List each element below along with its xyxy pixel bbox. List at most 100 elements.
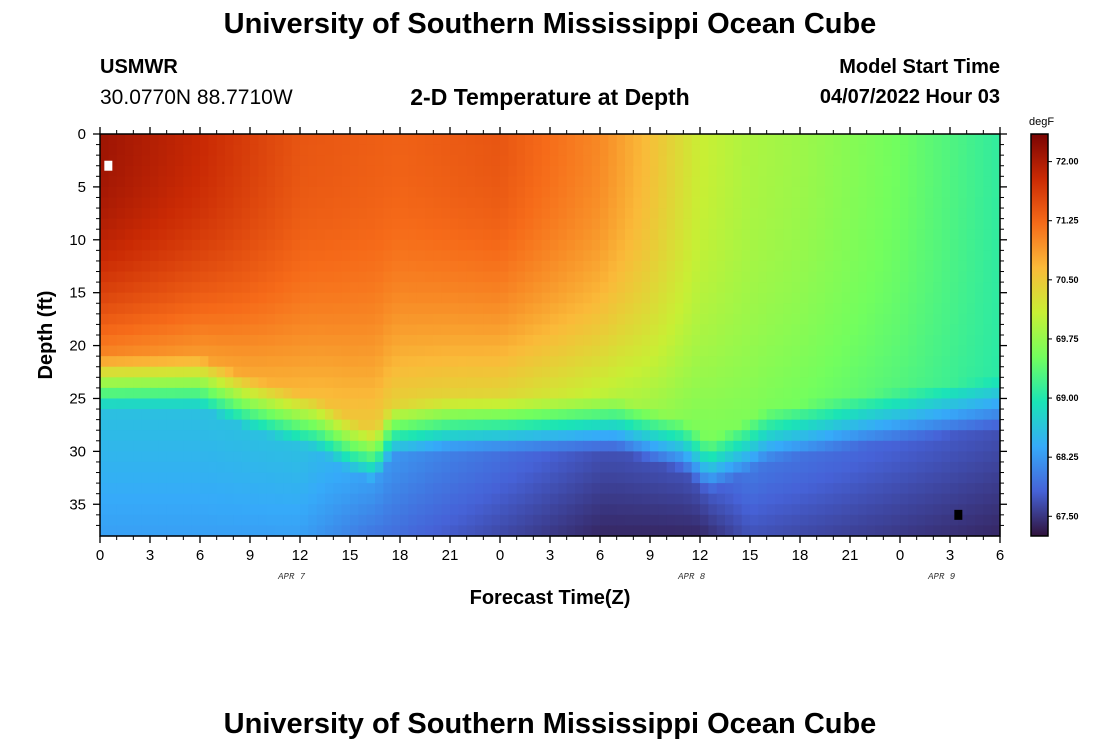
heatmap-cell	[250, 366, 259, 378]
heatmap-cell	[525, 387, 534, 400]
heatmap-cell	[325, 165, 334, 177]
heatmap-cell	[950, 419, 959, 431]
heatmap-cell	[941, 451, 951, 463]
heatmap-cell	[216, 229, 226, 241]
heatmap-cell	[808, 208, 818, 220]
heatmap-cell	[200, 134, 209, 146]
heatmap-cell	[483, 345, 493, 357]
heatmap-cell	[541, 440, 551, 452]
heatmap-cell	[475, 387, 484, 400]
heatmap-cell	[591, 155, 601, 167]
heatmap-cell	[908, 387, 918, 400]
heatmap-cell	[500, 250, 509, 262]
heatmap-cell	[150, 514, 159, 527]
heatmap-cell	[200, 282, 209, 294]
heatmap-cell	[891, 303, 901, 315]
heatmap-cell	[791, 144, 801, 156]
heatmap-cell	[875, 440, 884, 452]
heatmap-cell	[800, 514, 809, 527]
heatmap-cell	[475, 165, 484, 177]
heatmap-cell	[291, 197, 301, 209]
heatmap-cell	[533, 472, 543, 484]
heatmap-cell	[991, 165, 1001, 177]
heatmap-cell	[925, 525, 934, 537]
heatmap-cell	[358, 387, 368, 400]
heatmap-cell	[275, 440, 284, 452]
heatmap-cell	[200, 514, 209, 527]
heatmap-cell	[850, 356, 859, 368]
heatmap-cell	[958, 186, 968, 199]
heatmap-cell	[558, 387, 568, 400]
heatmap-cell	[266, 208, 276, 220]
heatmap-cell	[908, 366, 918, 378]
heatmap-cell	[108, 451, 118, 463]
heatmap-cell	[775, 398, 784, 410]
heatmap-cell	[766, 218, 776, 230]
heatmap-cell	[283, 461, 293, 474]
heatmap-cell	[658, 366, 668, 378]
heatmap-cell	[800, 176, 809, 188]
heatmap-cell	[833, 335, 843, 347]
heatmap-cell	[508, 440, 518, 452]
heatmap-cell	[391, 324, 401, 336]
heatmap-cell	[633, 409, 643, 421]
heatmap-cell	[991, 176, 1001, 188]
heatmap-cell	[266, 409, 276, 421]
heatmap-cell	[650, 313, 659, 326]
heatmap-cell	[391, 282, 401, 294]
heatmap-cell	[708, 324, 718, 336]
heatmap-cell	[616, 250, 626, 262]
heatmap-cell	[250, 303, 259, 315]
heatmap-cell	[858, 483, 868, 495]
heatmap-cell	[758, 239, 768, 251]
heatmap-cell	[366, 483, 376, 495]
heatmap-cell	[550, 313, 559, 326]
heatmap-cell	[866, 335, 876, 347]
heatmap-cell	[400, 398, 409, 410]
heatmap-cell	[991, 387, 1001, 400]
heatmap-cell	[341, 525, 351, 537]
heatmap-cell	[683, 260, 693, 273]
heatmap-cell	[200, 324, 209, 336]
heatmap-cell	[325, 451, 334, 463]
heatmap-cell	[800, 250, 809, 262]
heatmap-cell	[608, 218, 618, 230]
heatmap-cell	[700, 440, 709, 452]
heatmap-cell	[433, 218, 443, 230]
heatmap-cell	[716, 430, 726, 442]
heatmap-cell	[366, 176, 376, 188]
heatmap-cell	[283, 504, 293, 516]
heatmap-cell	[633, 303, 643, 315]
heatmap-cell	[316, 282, 326, 294]
heatmap-cell	[775, 335, 784, 347]
heatmap-cell	[841, 176, 851, 188]
heatmap-cell	[683, 282, 693, 294]
heatmap-cell	[133, 313, 143, 326]
heatmap-cell	[616, 514, 626, 527]
heatmap-cell	[141, 440, 151, 452]
heatmap-cell	[450, 387, 459, 400]
heatmap-cell	[908, 176, 918, 188]
heatmap-cell	[366, 229, 376, 241]
heatmap-cell	[100, 419, 109, 431]
colorbar-tick-label: 72.00	[1056, 157, 1079, 167]
heatmap-cell	[275, 260, 284, 273]
heatmap-cell	[900, 451, 909, 463]
heatmap-cell	[125, 218, 134, 230]
heatmap-cell	[325, 134, 334, 146]
heatmap-cell	[733, 229, 743, 241]
heatmap-cell	[241, 292, 251, 304]
heatmap-cell	[733, 472, 743, 484]
heatmap-cell	[608, 303, 618, 315]
heatmap-cell	[675, 239, 684, 251]
heatmap-cell	[483, 134, 493, 146]
heatmap-cell	[391, 208, 401, 220]
heatmap-cell	[825, 335, 834, 347]
heatmap-cell	[641, 472, 651, 484]
heatmap-cell	[858, 472, 868, 484]
heatmap-cell	[808, 430, 818, 442]
heatmap-cell	[325, 483, 334, 495]
heatmap-cell	[850, 345, 859, 357]
heatmap-cell	[341, 472, 351, 484]
heatmap-cell	[866, 134, 876, 146]
